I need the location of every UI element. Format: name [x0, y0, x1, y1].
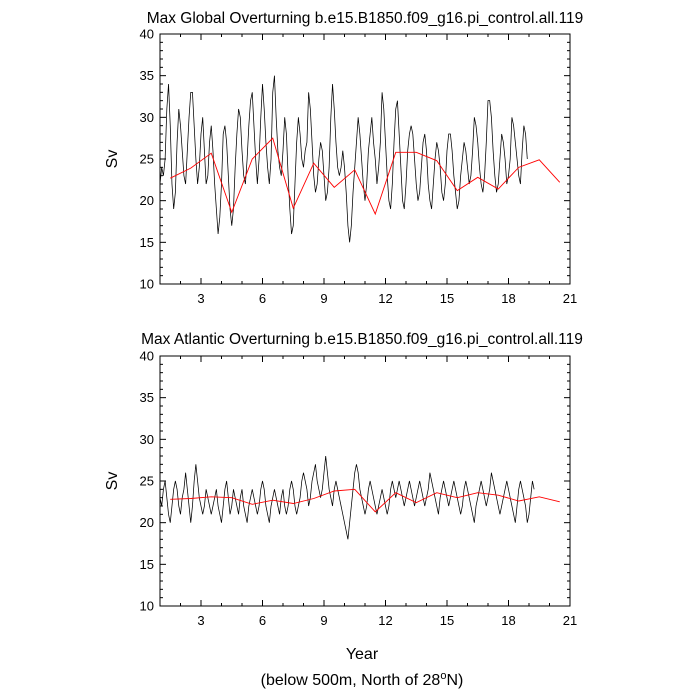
monthly-series-line [159, 75, 528, 243]
y-tick-label: 15 [140, 235, 154, 250]
y-tick-label: 40 [140, 27, 154, 42]
plot-lines [159, 455, 560, 540]
plot-frame [159, 33, 571, 285]
axis-ticks [159, 355, 571, 607]
x-tick-label: 6 [259, 613, 266, 628]
y-tick-label: 25 [140, 474, 154, 489]
y-tick-label: 15 [140, 557, 154, 572]
x-tick-label: 9 [320, 613, 327, 628]
x-tick-label: 3 [197, 613, 204, 628]
annual-mean-line [170, 137, 561, 216]
x-tick-label: 6 [259, 291, 266, 306]
atlantic-overturning-panel: Max Atlantic Overturning b.e15.B1850.f09… [104, 331, 583, 663]
y-tick-label: 35 [140, 390, 154, 405]
x-tick-label: 18 [501, 613, 515, 628]
chart-title: Max Global Overturning b.e15.B1850.f09_g… [147, 10, 584, 27]
monthly-series-line [159, 455, 535, 540]
x-tick-label: 3 [197, 291, 204, 306]
y-tick-label: 10 [140, 599, 154, 614]
x-tick-label: 18 [501, 291, 515, 306]
y-tick-label: 20 [140, 193, 154, 208]
annual-mean-line [170, 488, 560, 513]
x-tick-label: 15 [440, 613, 454, 628]
figure-caption: (below 500m, North of 28oN) [261, 670, 464, 689]
x-tick-label: 21 [563, 291, 577, 306]
axis-tick-labels: 3 6 9 12 15 18 21 10 15 20 25 30 35 40 [140, 349, 578, 629]
global-overturning-panel: Max Global Overturning b.e15.B1850.f09_g… [104, 10, 583, 306]
y-tick-label: 35 [140, 68, 154, 83]
caption-degree-superscript: o [440, 670, 446, 682]
y-tick-label: 25 [140, 152, 154, 167]
caption-prefix: (below 500m, North of 28 [261, 672, 441, 689]
x-tick-label: 12 [378, 613, 392, 628]
chart-title: Max Atlantic Overturning b.e15.B1850.f09… [141, 331, 583, 348]
y-tick-label: 10 [140, 277, 154, 292]
y-tick-label: 20 [140, 515, 154, 530]
axis-tick-labels: 3 6 9 12 15 18 21 10 15 20 25 30 35 40 [140, 27, 578, 307]
axis-ticks [159, 33, 571, 285]
plot-lines [159, 75, 561, 243]
x-tick-label: 9 [320, 291, 327, 306]
y-axis-label: Sv [104, 472, 121, 491]
plot-frame [159, 355, 571, 607]
x-tick-label: 12 [378, 291, 392, 306]
caption-suffix: N) [446, 672, 463, 689]
y-tick-label: 30 [140, 110, 154, 125]
x-tick-label: 15 [440, 291, 454, 306]
y-tick-label: 30 [140, 432, 154, 447]
y-tick-label: 40 [140, 349, 154, 364]
y-axis-label: Sv [104, 150, 121, 169]
x-axis-label: Year [346, 646, 379, 663]
x-tick-label: 21 [563, 613, 577, 628]
